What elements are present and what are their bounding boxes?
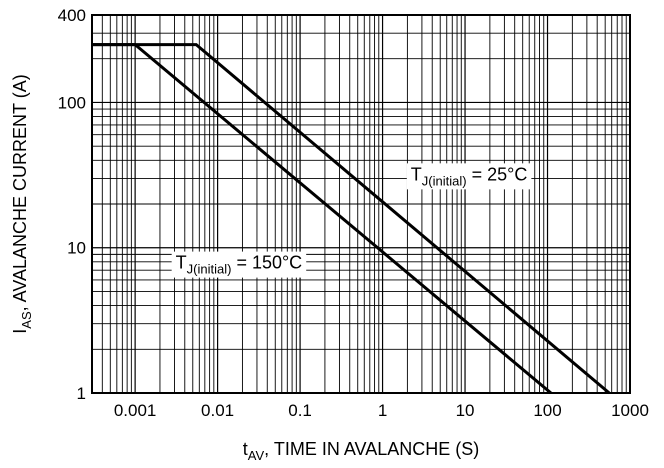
x-tick-labels: 0.001 0.01 0.1 1 10 100 1000: [114, 401, 649, 420]
x-tick-label: 0.001: [114, 401, 157, 420]
x-axis-label: tAV, TIME IN AVALANCHE (S): [243, 439, 479, 463]
series-label-2: TJ(initial) = 150°C: [171, 251, 307, 278]
series-label-bg: [171, 251, 307, 278]
x-tick-label: 100: [533, 401, 561, 420]
series-label-1: TJ(initial) = 25°C: [406, 163, 532, 190]
x-tick-label: 0.1: [288, 401, 312, 420]
series-line-1: [92, 43, 611, 395]
series-line-2: [92, 43, 552, 395]
x-tick-label: 1000: [611, 401, 649, 420]
grid-lines: [91, 14, 630, 394]
y-tick-labels: 1 10 100 400: [58, 6, 86, 403]
series-lines: [92, 43, 611, 395]
x-tick-label: 10: [456, 401, 475, 420]
x-tick-label: 1: [378, 401, 387, 420]
series-label-text: TJ(initial) = 25°C: [411, 164, 528, 188]
y-tick-label: 10: [67, 239, 86, 258]
plot-frame: [91, 14, 631, 394]
series-annotations: TJ(initial) = 25°C TJ(initial) = 150°C: [171, 163, 532, 278]
y-axis-label: IAS, AVALANCHE CURRENT (A): [10, 74, 34, 333]
y-tick-label: 100: [58, 93, 86, 112]
y-tick-label: 1: [77, 384, 86, 403]
x-tick-label: 0.01: [201, 401, 234, 420]
series-label-bg: [406, 163, 532, 190]
y-tick-label: 400: [58, 6, 86, 25]
